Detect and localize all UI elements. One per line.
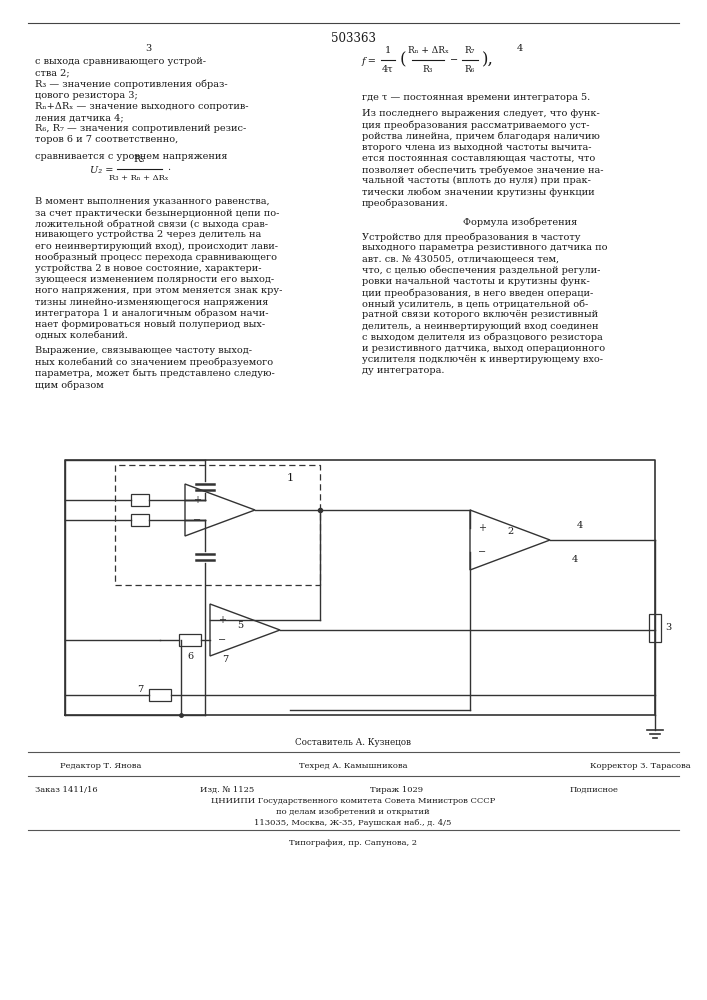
Text: .: . — [167, 163, 170, 172]
Text: −: − — [478, 547, 486, 557]
Text: интегратора 1 и аналогичным образом начи-: интегратора 1 и аналогичным образом начи… — [35, 309, 269, 318]
Text: сравнивается с уровнем напряжения: сравнивается с уровнем напряжения — [35, 152, 228, 161]
Text: устройства 2 в новое состояние, характери-: устройства 2 в новое состояние, характер… — [35, 264, 262, 273]
Text: Типография, пр. Сапунова, 2: Типография, пр. Сапунова, 2 — [289, 839, 417, 847]
Text: его неинвертирующий вход), происходит лави-: его неинвертирующий вход), происходит ла… — [35, 242, 278, 251]
Text: авт. св. № 430505, отличающееся тем,: авт. св. № 430505, отличающееся тем, — [362, 254, 559, 263]
Text: торов 6 и 7 соответственно,: торов 6 и 7 соответственно, — [35, 135, 178, 144]
Text: тически любом значении крутизны функции: тически любом значении крутизны функции — [362, 187, 595, 197]
Text: ных колебаний со значением преобразуемого: ных колебаний со значением преобразуемог… — [35, 358, 273, 367]
Text: 1: 1 — [286, 473, 293, 483]
Text: 4: 4 — [577, 521, 583, 530]
Text: ду интегратора.: ду интегратора. — [362, 366, 445, 375]
Text: Подписное: Подписное — [570, 786, 619, 794]
Text: f =: f = — [362, 57, 377, 66]
Text: ),: ), — [482, 51, 494, 68]
Text: ции преобразования, в него введен операци-: ции преобразования, в него введен операц… — [362, 288, 593, 298]
Text: 503363: 503363 — [330, 32, 375, 45]
Text: делитель, а неинвертирующий вход соединен: делитель, а неинвертирующий вход соедине… — [362, 322, 599, 331]
Text: R₃: R₃ — [423, 65, 433, 74]
Text: за счет практически безынерционной цепи по-: за счет практически безынерционной цепи … — [35, 208, 279, 218]
Text: Rₙ+ΔRₓ — значение выходного сопротив-: Rₙ+ΔRₓ — значение выходного сопротив- — [35, 102, 248, 111]
Bar — [131, 514, 149, 526]
Text: второго члена из выходной частоты вычита-: второго члена из выходной частоты вычита… — [362, 143, 592, 152]
Text: онный усилитель, в цепь отрицательной об-: онный усилитель, в цепь отрицательной об… — [362, 299, 588, 309]
Text: где τ — постоянная времени интегратора 5.: где τ — постоянная времени интегратора 5… — [362, 93, 590, 102]
Text: ратной связи которого включён резистивный: ратной связи которого включён резистивны… — [362, 310, 598, 319]
Text: 4τ: 4τ — [382, 65, 394, 74]
Text: Из последнего выражения следует, что функ-: Из последнего выражения следует, что фун… — [362, 109, 600, 118]
Bar — [649, 613, 661, 642]
Text: Тираж 1029: Тираж 1029 — [370, 786, 423, 794]
Text: одных колебаний.: одных колебаний. — [35, 331, 128, 340]
Text: −: − — [218, 635, 226, 645]
Text: чальной частоты (вплоть до нуля) при прак-: чальной частоты (вплоть до нуля) при пра… — [362, 176, 591, 185]
Text: −: − — [450, 55, 458, 64]
Text: нает формироваться новый полупериод вых-: нает формироваться новый полупериод вых- — [35, 320, 265, 329]
Text: 7: 7 — [222, 656, 228, 664]
Text: R₆: R₆ — [465, 65, 475, 74]
Text: щим образом: щим образом — [35, 380, 104, 390]
Text: параметра, может быть представлено следую-: параметра, может быть представлено следу… — [35, 369, 275, 378]
Text: R₇: R₇ — [464, 46, 475, 55]
Bar — [131, 494, 149, 506]
Text: 1: 1 — [385, 46, 391, 55]
Text: (: ( — [400, 51, 407, 68]
Text: с выхода сравнивающего устрой-: с выхода сравнивающего устрой- — [35, 57, 206, 66]
Bar — [179, 634, 201, 646]
Text: и резистивного датчика, выход операционного: и резистивного датчика, выход операционн… — [362, 344, 605, 353]
Text: 6: 6 — [187, 652, 193, 661]
Text: Редактор Т. Янова: Редактор Т. Янова — [60, 762, 141, 770]
Text: +: + — [478, 523, 486, 533]
Text: что, с целью обеспечения раздельной регули-: что, с целью обеспечения раздельной регу… — [362, 266, 600, 275]
Text: по делам изобретений и открытий: по делам изобретений и открытий — [276, 808, 430, 816]
Text: преобразования.: преобразования. — [362, 199, 449, 208]
Text: ровки начальной частоты и крутизны функ-: ровки начальной частоты и крутизны функ- — [362, 277, 590, 286]
Text: с выходом делителя из образцового резистора: с выходом делителя из образцового резист… — [362, 333, 603, 342]
Text: тизны линейно-изменяющегося напряжения: тизны линейно-изменяющегося напряжения — [35, 298, 269, 307]
Text: Формула изобретения: Формула изобретения — [463, 218, 578, 227]
Text: позволяет обеспечить требуемое значение на-: позволяет обеспечить требуемое значение … — [362, 165, 604, 175]
Text: R₃ + Rₙ + ΔRₓ: R₃ + Rₙ + ΔRₓ — [110, 174, 169, 182]
Text: Устройство для преобразования в частоту: Устройство для преобразования в частоту — [362, 232, 580, 242]
Text: ется постоянная составляющая частоты, что: ется постоянная составляющая частоты, чт… — [362, 154, 595, 163]
Text: Выражение, связывающее частоту выход-: Выражение, связывающее частоту выход- — [35, 346, 252, 355]
Text: 2: 2 — [507, 528, 513, 536]
Text: R₃ — значение сопротивления образ-: R₃ — значение сопротивления образ- — [35, 79, 228, 89]
Text: Изд. № 1125: Изд. № 1125 — [200, 786, 255, 794]
Text: +: + — [193, 495, 201, 505]
Text: R₃: R₃ — [134, 155, 145, 164]
Text: Rₙ + ΔRₓ: Rₙ + ΔRₓ — [407, 46, 448, 55]
Text: Техред А. Камышникова: Техред А. Камышникова — [299, 762, 407, 770]
Text: выходного параметра резистивного датчика по: выходного параметра резистивного датчика… — [362, 243, 607, 252]
Bar — [149, 689, 171, 701]
Text: 3: 3 — [145, 44, 151, 53]
Text: ЦНИИПИ Государственного комитета Совета Министров СССР: ЦНИИПИ Государственного комитета Совета … — [211, 797, 495, 805]
Text: ления датчика 4;: ления датчика 4; — [35, 113, 124, 122]
Text: ства 2;: ства 2; — [35, 68, 69, 77]
Text: зующееся изменением полярности его выход-: зующееся изменением полярности его выход… — [35, 275, 274, 284]
Text: −: − — [193, 515, 201, 525]
Text: R₆, R₇ — значения сопротивлений резис-: R₆, R₇ — значения сопротивлений резис- — [35, 124, 246, 133]
Text: Составитель А. Кузнецов: Составитель А. Кузнецов — [295, 738, 411, 747]
Text: 113035, Москва, Ж-35, Раушская наб., д. 4/5: 113035, Москва, Ж-35, Раушская наб., д. … — [255, 819, 452, 827]
Text: усилителя подключён к инвертирующему вхо-: усилителя подключён к инвертирующему вхо… — [362, 355, 603, 364]
Text: +: + — [218, 615, 226, 625]
Text: 4: 4 — [572, 555, 578, 564]
Text: U₂ =: U₂ = — [90, 166, 113, 175]
Text: ция преобразования рассматриваемого уст-: ция преобразования рассматриваемого уст- — [362, 120, 590, 130]
Text: В момент выполнения указанного равенства,: В момент выполнения указанного равенства… — [35, 197, 269, 206]
Text: 4: 4 — [517, 44, 523, 53]
Text: нообразный процесс перехода сравнивающего: нообразный процесс перехода сравнивающег… — [35, 253, 277, 262]
Text: 5: 5 — [237, 620, 243, 630]
Text: ного напряжения, при этом меняется знак кру-: ного напряжения, при этом меняется знак … — [35, 286, 282, 295]
Text: 7: 7 — [137, 686, 143, 694]
Text: цового резистора 3;: цового резистора 3; — [35, 91, 138, 100]
Text: Заказ 1411/16: Заказ 1411/16 — [35, 786, 98, 794]
Text: Корректор З. Тарасова: Корректор З. Тарасова — [590, 762, 691, 770]
Text: 3: 3 — [665, 623, 671, 632]
Text: нивающего устройства 2 через делитель на: нивающего устройства 2 через делитель на — [35, 230, 262, 239]
Text: ройства линейна, причем благодаря наличию: ройства линейна, причем благодаря наличи… — [362, 131, 600, 141]
Text: ложительной обратной связи (с выхода срав-: ложительной обратной связи (с выхода сра… — [35, 219, 268, 229]
